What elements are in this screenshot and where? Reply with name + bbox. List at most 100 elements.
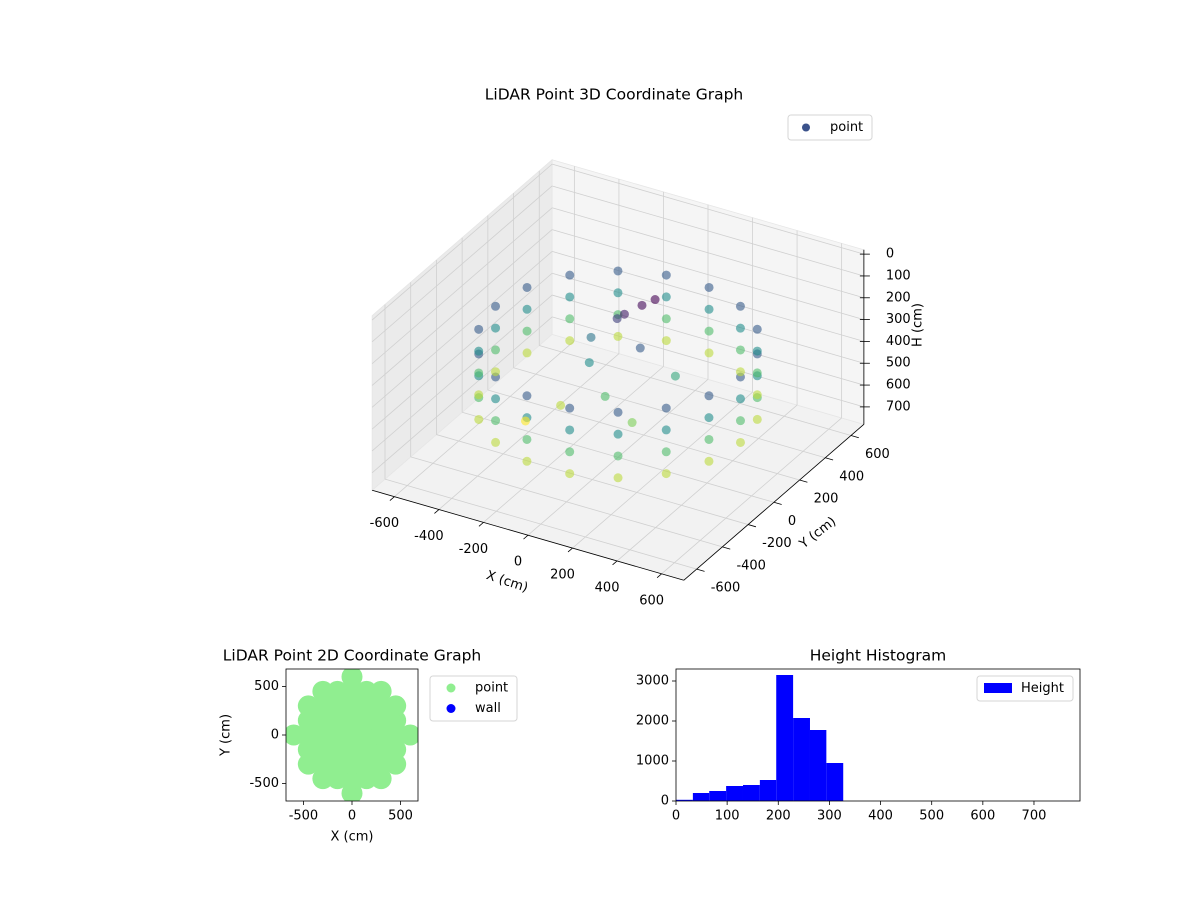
y-tick-label: 400 bbox=[839, 469, 864, 484]
axes-frame bbox=[675, 668, 1081, 802]
grid-line bbox=[371, 272, 553, 430]
point bbox=[356, 680, 378, 702]
point bbox=[474, 368, 484, 378]
grid-line bbox=[371, 163, 553, 321]
point bbox=[613, 429, 623, 439]
point bbox=[704, 304, 714, 314]
y-tick-label: 500 bbox=[254, 679, 279, 694]
point bbox=[522, 391, 532, 401]
point bbox=[297, 739, 319, 761]
point bbox=[341, 753, 363, 775]
point bbox=[600, 391, 610, 401]
y-tick bbox=[825, 457, 834, 461]
point bbox=[613, 451, 623, 461]
point bbox=[385, 724, 407, 746]
point bbox=[704, 391, 714, 401]
x-tick-label: 100 bbox=[715, 809, 740, 824]
point bbox=[661, 447, 671, 457]
legend-patch bbox=[984, 683, 1012, 693]
point bbox=[670, 371, 680, 381]
point bbox=[704, 282, 714, 292]
y-tick-label: -200 bbox=[762, 536, 792, 551]
point bbox=[704, 348, 714, 358]
y-tick bbox=[850, 435, 859, 439]
y-tick-label: 0 bbox=[271, 728, 279, 743]
point bbox=[399, 724, 418, 746]
x-tick-label: -600 bbox=[370, 516, 400, 531]
legend-label: point bbox=[830, 120, 863, 135]
point bbox=[661, 403, 671, 413]
x-tick-label: 0 bbox=[672, 809, 680, 824]
legend-marker bbox=[802, 123, 810, 132]
point bbox=[627, 418, 637, 428]
y-tick bbox=[773, 501, 782, 505]
point bbox=[661, 270, 671, 280]
y-tick-label: -500 bbox=[249, 776, 279, 791]
point bbox=[312, 695, 334, 717]
point bbox=[312, 768, 334, 790]
bar bbox=[776, 675, 794, 801]
point bbox=[565, 425, 575, 435]
x-tick-label: 600 bbox=[970, 809, 995, 824]
y-tick-label: 0 bbox=[788, 514, 796, 529]
legend-marker bbox=[446, 683, 456, 693]
y-tick-label: 0 bbox=[661, 794, 669, 809]
z-tick-label: 0 bbox=[886, 247, 894, 262]
point bbox=[341, 680, 363, 702]
point bbox=[752, 390, 762, 400]
point bbox=[565, 336, 575, 346]
legend-label: wall bbox=[475, 701, 501, 716]
point bbox=[565, 292, 575, 302]
grid-line bbox=[410, 456, 723, 548]
point bbox=[565, 469, 575, 479]
point bbox=[326, 768, 348, 790]
point bbox=[326, 680, 348, 702]
point bbox=[565, 270, 575, 280]
point bbox=[297, 695, 319, 717]
grid-line bbox=[552, 163, 864, 255]
z-tick-label: 100 bbox=[886, 268, 911, 283]
grid-line bbox=[371, 229, 553, 386]
point bbox=[370, 753, 392, 775]
point bbox=[613, 266, 623, 276]
x-tick-label: 400 bbox=[868, 809, 893, 824]
y-tick-label: 3000 bbox=[636, 674, 669, 689]
point bbox=[522, 304, 532, 314]
grid-line bbox=[371, 185, 553, 343]
y-tick-label: 1000 bbox=[636, 754, 669, 769]
bar bbox=[759, 780, 777, 801]
bar bbox=[793, 718, 810, 801]
point bbox=[586, 332, 596, 342]
x-tick bbox=[478, 522, 484, 527]
bar bbox=[809, 730, 827, 801]
point bbox=[474, 346, 484, 356]
point bbox=[735, 367, 745, 377]
point bbox=[370, 695, 392, 717]
point bbox=[297, 724, 319, 746]
point bbox=[661, 469, 671, 479]
y-tick-label: 200 bbox=[814, 492, 839, 507]
x-tick-label: 700 bbox=[1022, 809, 1047, 824]
point bbox=[650, 295, 660, 305]
legend-box bbox=[976, 675, 1074, 702]
y-tick bbox=[748, 524, 757, 528]
point bbox=[385, 739, 407, 761]
point bbox=[474, 414, 484, 424]
point bbox=[326, 709, 348, 731]
point bbox=[312, 680, 334, 702]
bar bbox=[709, 791, 727, 801]
z-tick-label: 300 bbox=[886, 312, 911, 327]
chart-title: Height Histogram bbox=[810, 647, 947, 665]
point bbox=[474, 324, 484, 334]
x-tick-label: 200 bbox=[766, 809, 791, 824]
point bbox=[385, 695, 407, 717]
point bbox=[752, 346, 762, 356]
point bbox=[661, 425, 671, 435]
point bbox=[370, 709, 392, 731]
grid-line bbox=[552, 316, 864, 408]
point bbox=[341, 695, 363, 717]
x-tick bbox=[612, 560, 618, 566]
grid-line bbox=[371, 251, 553, 408]
point bbox=[735, 437, 745, 447]
point bbox=[491, 394, 501, 404]
